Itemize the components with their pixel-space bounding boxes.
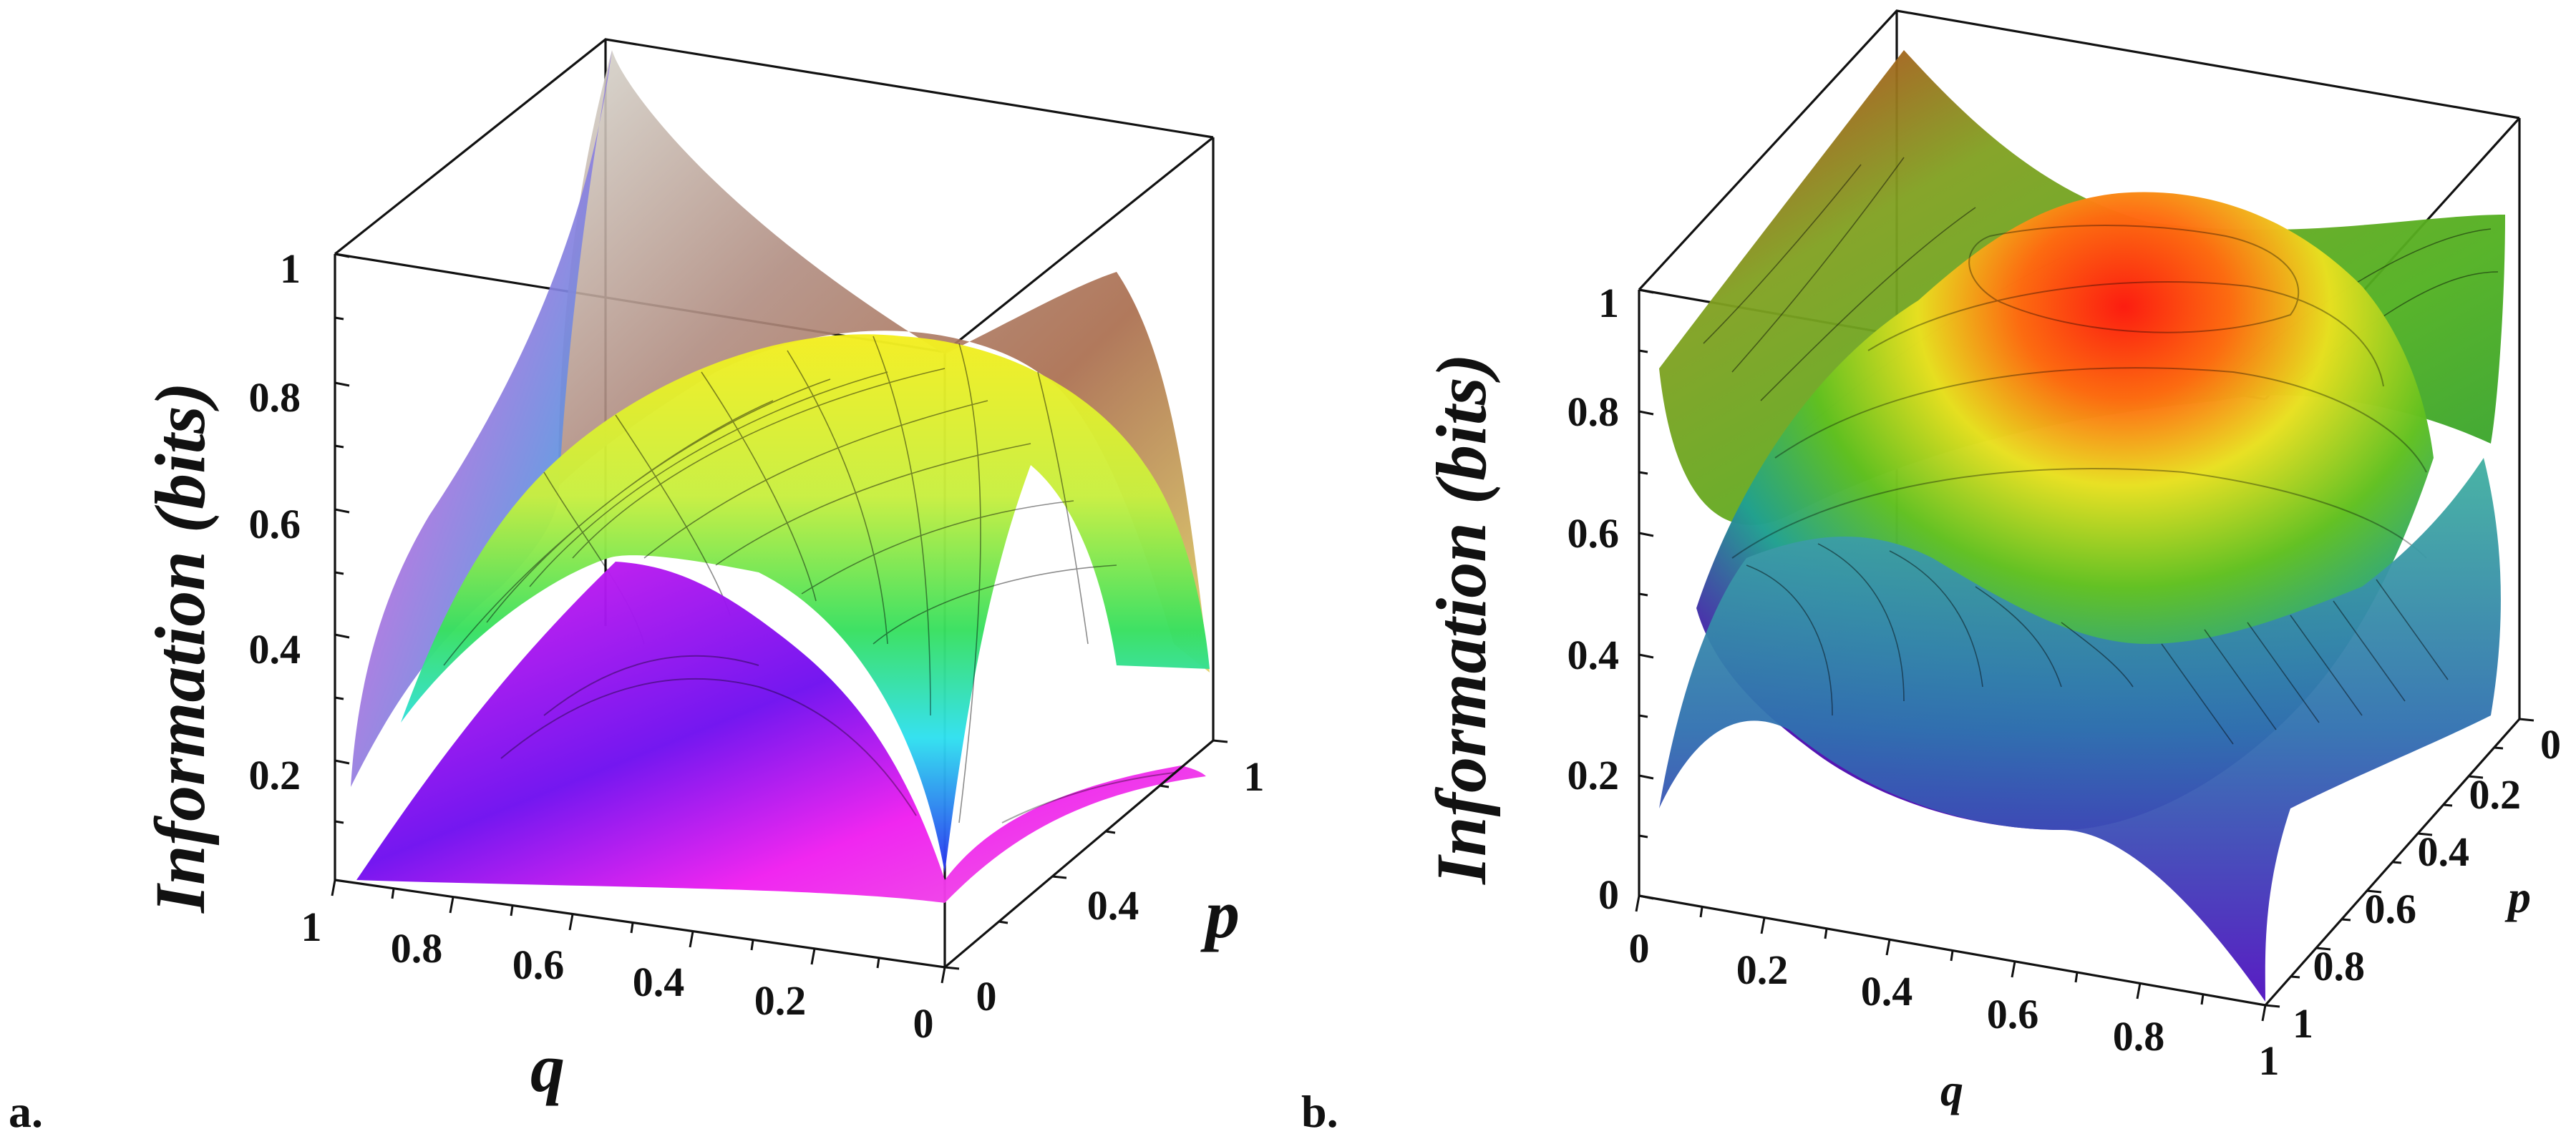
panel-b-q-tick: 0.8: [2113, 1013, 2165, 1060]
panel-b-p-label: p: [2504, 871, 2531, 922]
panel-b-i-tick: 0: [1598, 871, 1619, 918]
panel-b-p-tick: 0.6: [2365, 886, 2417, 932]
panel-b-p-tick: 0.8: [2313, 943, 2366, 989]
panel-b: 1 0.8 0.6 0.4 0.2 0 0 0.2 0.4 0.6 0.8 1 …: [1301, 9, 2561, 1137]
panel-b-y-label: Information (bits): [1421, 353, 1501, 885]
panel-a-i-axis-ticks: [334, 253, 350, 824]
panel-b-surface-lower: [1659, 458, 2501, 1002]
panel-a-q-tick: 0.4: [633, 959, 685, 1005]
panel-b-i-tick: 0.2: [1568, 752, 1620, 798]
panel-a-q-tick: 0.6: [512, 942, 565, 988]
panel-a-surface-upper: [558, 50, 1210, 673]
panel-b-lower-mesh: [1746, 543, 2449, 745]
panel-b-q-tick: 0.2: [1736, 947, 1789, 993]
panel-b-i-tick: 0.6: [1568, 510, 1620, 557]
panel-a-q-label: q: [530, 1030, 565, 1106]
panel-a-p-axis-ticks: [944, 739, 1228, 970]
panel-a-q-tick: 0.2: [754, 977, 807, 1024]
panel-a-i-tick: 0.4: [249, 626, 301, 673]
panel-a-i-tick: 0.6: [249, 501, 301, 547]
panel-b-p-tick: 1: [2293, 1000, 2313, 1047]
panel-b-p-axis-ticks: [2265, 718, 2534, 1008]
panel-a-i-tick: 1: [280, 245, 301, 292]
panel-a-p-tick: 0: [976, 973, 997, 1020]
panel-b-dome-contours: [1731, 225, 2427, 559]
panel-a-y-label: Information (bits): [140, 382, 220, 914]
panel-b-i-tick: 0.4: [1568, 632, 1620, 678]
panel-b-i-tick: 0.8: [1568, 388, 1620, 435]
panel-b-q-tick: 1: [2259, 1037, 2280, 1084]
panel-a-q-tick: 0.8: [391, 925, 443, 972]
panel-a-label: a.: [9, 1086, 43, 1137]
panel-b-q-tick: 0.6: [1987, 991, 2039, 1037]
panel-a-surface-lower: [356, 562, 1206, 903]
panel-b-q-tick: 0.4: [1861, 968, 1913, 1015]
panel-b-i-tick: 1: [1598, 280, 1619, 326]
panel-b-p-tick: 0.4: [2418, 828, 2470, 875]
panel-a: 1 0.8 0.6 0.4 0.2 1 0.8 0.6 0.4 0.2 0 0 …: [9, 38, 1265, 1137]
panel-a-q-tick: 0: [913, 1000, 934, 1047]
panel-a-surface-left-wing: [351, 50, 612, 787]
panel-b-p-tick: 0: [2540, 721, 2561, 768]
panel-a-i-tick: 0.8: [249, 374, 301, 421]
panel-a-q-axis-ticks: [331, 879, 946, 984]
panel-a-p-tick: 1: [1244, 753, 1265, 800]
panel-a-p-tick: 0.4: [1087, 882, 1139, 929]
panel-b-q-axis-ticks: [1635, 895, 2267, 1022]
panel-a-q-tick: 1: [301, 904, 322, 950]
panel-b-q-tick: 0: [1629, 925, 1650, 972]
panel-a-surface-middle: [401, 334, 1210, 873]
panel-b-p-tick: 0.2: [2469, 771, 2522, 818]
panel-a-i-tick: 0.2: [249, 752, 301, 798]
panel-b-label: b.: [1301, 1086, 1338, 1137]
panel-b-i-axis-ticks: [1638, 288, 1654, 900]
panel-a-mesh: [443, 336, 1117, 823]
panel-a-contours: [500, 655, 1175, 823]
panel-b-q-label: q: [1940, 1065, 1963, 1115]
panel-a-p-label: p: [1200, 876, 1240, 952]
